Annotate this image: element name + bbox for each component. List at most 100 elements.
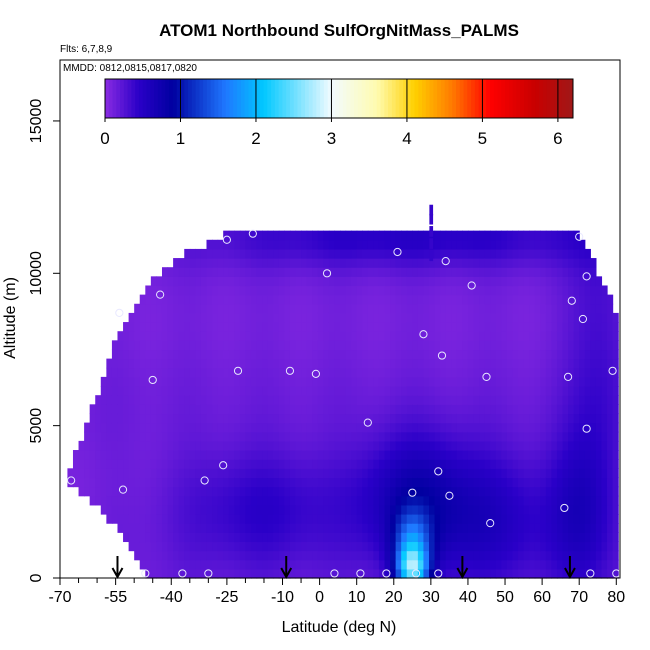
heatmap-cell xyxy=(250,550,258,561)
heatmap-cell xyxy=(217,559,224,570)
heatmap-cell xyxy=(568,541,575,552)
heatmap-cell xyxy=(178,303,185,314)
heatmap-cell xyxy=(128,477,135,488)
heatmap-cell xyxy=(568,358,575,369)
heatmap-cell xyxy=(362,386,369,396)
heatmap-cell xyxy=(117,376,124,387)
heatmap-cell xyxy=(390,267,397,277)
heatmap-cell xyxy=(429,514,436,524)
heatmap-cell xyxy=(462,349,469,360)
heatmap-cell xyxy=(378,486,386,497)
heatmap-cell xyxy=(395,559,402,570)
heatmap-cell xyxy=(584,267,591,277)
heatmap-cell xyxy=(462,386,469,396)
heatmap-cell xyxy=(173,258,180,268)
heatmap-cell xyxy=(601,294,608,305)
heatmap-cell xyxy=(540,395,547,405)
colorbar-segment xyxy=(493,79,499,118)
heatmap-cell xyxy=(217,331,224,341)
heatmap-cell xyxy=(512,376,519,387)
heatmap-cell xyxy=(390,331,397,341)
heatmap-cell xyxy=(323,312,330,323)
heatmap-cell xyxy=(273,559,280,570)
heatmap-cell xyxy=(167,468,174,479)
heatmap-cell xyxy=(301,568,308,579)
heatmap-cell xyxy=(562,422,569,433)
heatmap-cell xyxy=(568,486,575,497)
colorbar-tick-label: 1 xyxy=(176,129,185,148)
heatmap-cell xyxy=(579,504,586,515)
heatmap-cell xyxy=(529,440,536,451)
heatmap-cell xyxy=(479,230,486,241)
heatmap-cell xyxy=(573,495,580,506)
heatmap-cell xyxy=(440,532,447,543)
heatmap-cell xyxy=(495,267,502,277)
heatmap-cell xyxy=(139,431,146,442)
heatmap-cell xyxy=(462,568,469,579)
heatmap-cell xyxy=(206,450,213,460)
heatmap-cell xyxy=(200,312,208,323)
y-tick-label: 15000 xyxy=(28,99,45,144)
heatmap-cell xyxy=(518,550,525,561)
heatmap-cell xyxy=(184,322,191,332)
heatmap-cell xyxy=(228,239,235,250)
heatmap-cell xyxy=(440,276,447,287)
heatmap-cell xyxy=(228,230,235,241)
heatmap-cell xyxy=(328,248,336,259)
heatmap-cell xyxy=(484,486,491,497)
heatmap-cell xyxy=(217,459,224,469)
heatmap-cell xyxy=(206,358,213,369)
heatmap-cell xyxy=(551,322,558,332)
heatmap-cell xyxy=(434,422,441,433)
heatmap-cell xyxy=(484,340,491,351)
colorbar-segment xyxy=(165,79,170,118)
heatmap-cell xyxy=(434,294,441,305)
heatmap-cell xyxy=(406,541,413,552)
heatmap-cell xyxy=(429,541,436,552)
heatmap-cell xyxy=(612,504,619,515)
heatmap-cell xyxy=(106,514,113,524)
heatmap-cell xyxy=(156,431,163,442)
heatmap-cell xyxy=(256,468,263,479)
heatmap-cell xyxy=(367,568,374,579)
heatmap-cell xyxy=(479,404,486,415)
heatmap-cell xyxy=(223,239,230,250)
heatmap-cell xyxy=(506,523,514,533)
heatmap-cell xyxy=(506,248,514,259)
heatmap-cell xyxy=(356,367,363,378)
heatmap-cell xyxy=(362,541,369,552)
heatmap-cell xyxy=(156,532,163,543)
heatmap-cell xyxy=(312,422,319,433)
heatmap-cell xyxy=(267,239,274,250)
heatmap-cell xyxy=(506,386,514,396)
heatmap-cell xyxy=(573,376,580,387)
heatmap-cell xyxy=(484,349,491,360)
heatmap-cell xyxy=(506,568,514,579)
sample-point xyxy=(393,247,402,257)
heatmap-cell xyxy=(456,422,463,433)
heatmap-cell xyxy=(139,477,146,488)
heatmap-cell xyxy=(373,504,380,515)
heatmap-cell xyxy=(145,331,152,341)
heatmap-cell xyxy=(356,523,363,533)
heatmap-cell xyxy=(139,468,146,479)
heatmap-cell xyxy=(490,422,497,433)
x-tick-label: -10 xyxy=(271,589,294,606)
heatmap-cell xyxy=(89,431,96,442)
heatmap-cell xyxy=(601,386,608,396)
heatmap-cell xyxy=(345,559,352,570)
heatmap-cell xyxy=(217,285,224,296)
heatmap-cell xyxy=(134,468,141,479)
heatmap-cell xyxy=(590,422,597,433)
heatmap-cell xyxy=(340,440,347,451)
heatmap-cell xyxy=(568,523,575,533)
heatmap-cell xyxy=(317,248,324,259)
heatmap-cell xyxy=(573,358,580,369)
heatmap-cell xyxy=(351,312,358,323)
heatmap-cell xyxy=(456,312,463,323)
heatmap-cell xyxy=(212,514,219,524)
heatmap-cell xyxy=(189,276,196,287)
heatmap-cell xyxy=(323,248,330,259)
heatmap-cell xyxy=(423,267,430,277)
heatmap-cell xyxy=(234,450,241,460)
